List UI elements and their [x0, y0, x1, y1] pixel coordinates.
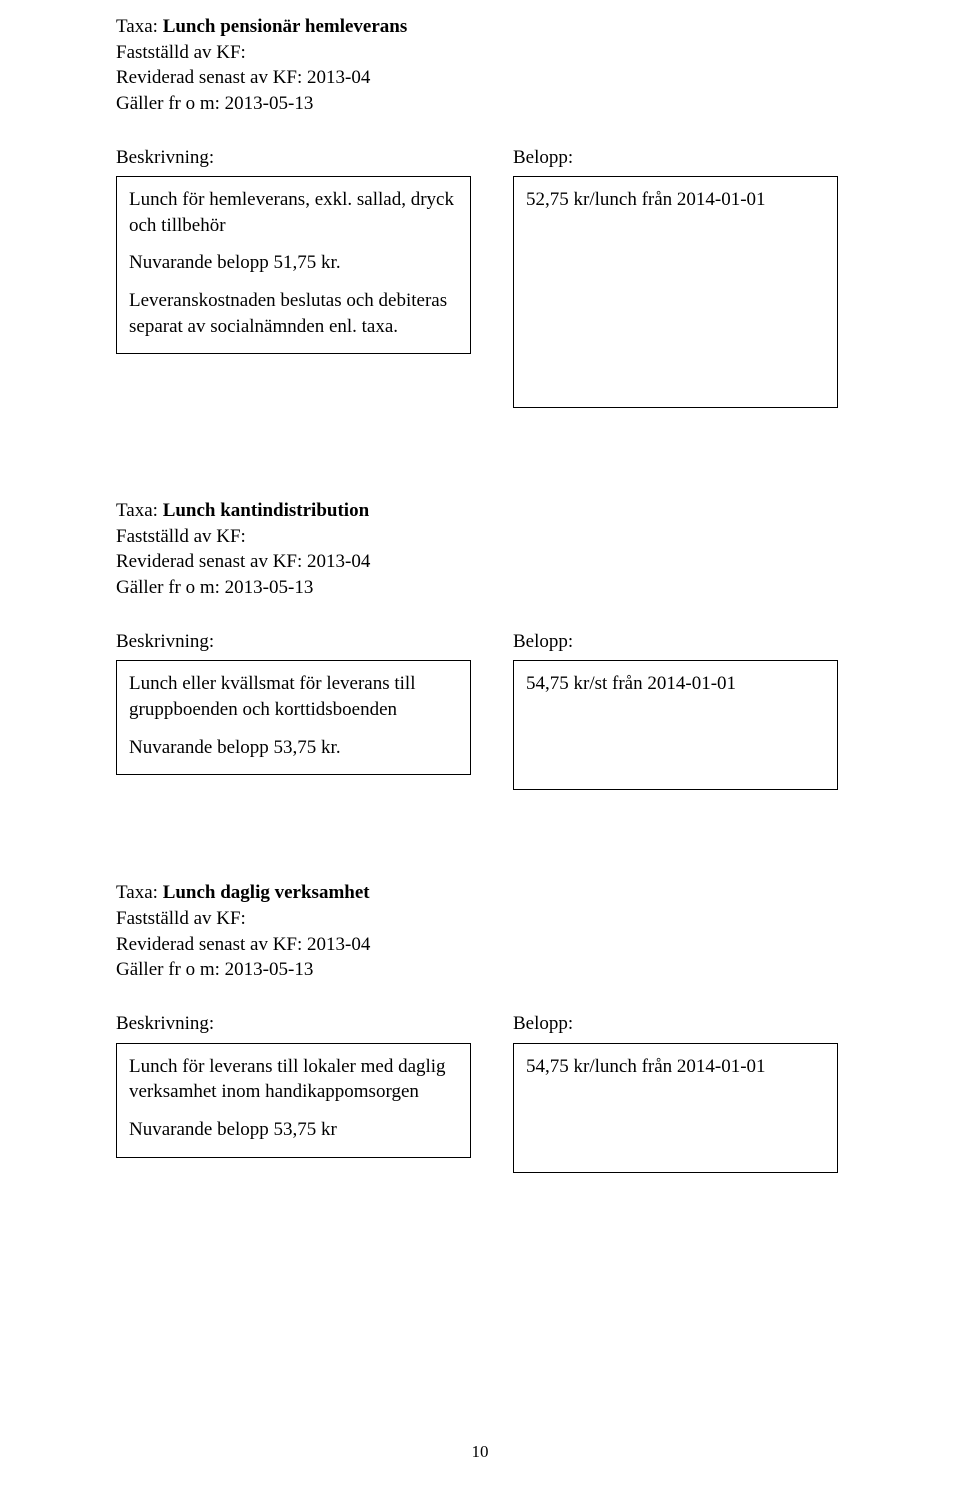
belopp-box: 52,75 kr/lunch från 2014-01-01	[513, 176, 838, 408]
columns: Beskrivning: Lunch för hemleverans, exkl…	[116, 145, 844, 409]
title-bold: Lunch pensionär hemleverans	[163, 16, 408, 37]
meta-line: Fastställd av KF:	[116, 906, 844, 932]
title-bold: Lunch kantindistribution	[163, 500, 369, 521]
belopp-label: Belopp:	[513, 1011, 838, 1037]
taxa-section: Taxa: Lunch daglig verksamhet Fastställd…	[116, 880, 844, 1172]
columns: Beskrivning: Lunch för leverans till lok…	[116, 1011, 844, 1173]
belopp-label: Belopp:	[513, 145, 838, 171]
box-paragraph: 54,75 kr/st från 2014-01-01	[526, 671, 825, 697]
title-prefix: Taxa:	[116, 500, 163, 521]
meta-line: Gäller fr o m: 2013-05-13	[116, 957, 844, 983]
meta-line: Reviderad senast av KF: 2013-04	[116, 65, 844, 91]
belopp-box: 54,75 kr/lunch från 2014-01-01	[513, 1043, 838, 1173]
belopp-box: 54,75 kr/st från 2014-01-01	[513, 660, 838, 790]
meta-line: Fastställd av KF:	[116, 524, 844, 550]
meta-line: Gäller fr o m: 2013-05-13	[116, 91, 844, 117]
beskrivning-label: Beskrivning:	[116, 145, 471, 171]
title-prefix: Taxa:	[116, 16, 163, 37]
box-paragraph: Lunch eller kvällsmat för leverans till …	[129, 671, 458, 722]
left-column: Beskrivning: Lunch för leverans till lok…	[116, 1011, 471, 1158]
left-column: Beskrivning: Lunch för hemleverans, exkl…	[116, 145, 471, 355]
taxa-section: Taxa: Lunch kantindistribution Fastställ…	[116, 498, 844, 790]
box-paragraph: Nuvarande belopp 51,75 kr.	[129, 250, 458, 276]
box-paragraph: 54,75 kr/lunch från 2014-01-01	[526, 1054, 825, 1080]
meta-line: Reviderad senast av KF: 2013-04	[116, 549, 844, 575]
title-bold: Lunch daglig verksamhet	[163, 882, 370, 903]
beskrivning-box: Lunch för leverans till lokaler med dagl…	[116, 1043, 471, 1158]
box-paragraph: 52,75 kr/lunch från 2014-01-01	[526, 187, 825, 213]
box-paragraph: Lunch för leverans till lokaler med dagl…	[129, 1054, 458, 1105]
document-page: Taxa: Lunch pensionär hemleverans Fastst…	[0, 0, 960, 1173]
beskrivning-box: Lunch eller kvällsmat för leverans till …	[116, 660, 471, 775]
box-paragraph: Leveranskostnaden beslutas och debiteras…	[129, 288, 458, 339]
meta-line: Gäller fr o m: 2013-05-13	[116, 575, 844, 601]
title-prefix: Taxa:	[116, 882, 163, 903]
box-paragraph: Nuvarande belopp 53,75 kr	[129, 1117, 458, 1143]
taxa-title: Taxa: Lunch pensionär hemleverans	[116, 14, 844, 40]
beskrivning-box: Lunch för hemleverans, exkl. sallad, dry…	[116, 176, 471, 354]
belopp-label: Belopp:	[513, 629, 838, 655]
meta-line: Fastställd av KF:	[116, 40, 844, 66]
meta-line: Reviderad senast av KF: 2013-04	[116, 932, 844, 958]
columns: Beskrivning: Lunch eller kvällsmat för l…	[116, 629, 844, 791]
right-column: Belopp: 54,75 kr/lunch från 2014-01-01	[513, 1011, 838, 1173]
box-paragraph: Nuvarande belopp 53,75 kr.	[129, 735, 458, 761]
taxa-title: Taxa: Lunch kantindistribution	[116, 498, 844, 524]
right-column: Belopp: 52,75 kr/lunch från 2014-01-01	[513, 145, 838, 409]
taxa-section: Taxa: Lunch pensionär hemleverans Fastst…	[116, 14, 844, 408]
box-paragraph: Lunch för hemleverans, exkl. sallad, dry…	[129, 187, 458, 238]
page-number: 10	[0, 1441, 960, 1464]
beskrivning-label: Beskrivning:	[116, 1011, 471, 1037]
taxa-title: Taxa: Lunch daglig verksamhet	[116, 880, 844, 906]
left-column: Beskrivning: Lunch eller kvällsmat för l…	[116, 629, 471, 776]
beskrivning-label: Beskrivning:	[116, 629, 471, 655]
right-column: Belopp: 54,75 kr/st från 2014-01-01	[513, 629, 838, 791]
